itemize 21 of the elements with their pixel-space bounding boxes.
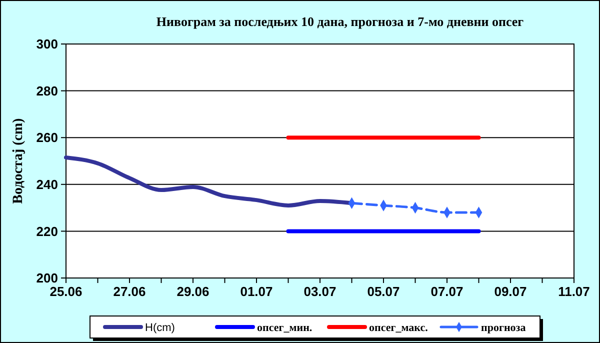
y-tick-label: 240 xyxy=(36,176,58,192)
x-tick-label: 05.07 xyxy=(367,284,400,299)
y-tick-label: 280 xyxy=(36,83,58,98)
x-tick-label: 03.07 xyxy=(304,284,336,299)
x-tick-label: 11.07 xyxy=(558,284,590,299)
x-tick-label: 27.06 xyxy=(113,284,146,299)
legend-label: опсег_мин. xyxy=(257,322,312,334)
y-tick-label: 200 xyxy=(36,270,58,286)
legend-label: опсег_макс. xyxy=(369,322,428,334)
chart-title: Нивограм за последњих 10 дана, прогноза и 7-мо дневни опсег xyxy=(156,14,524,29)
legend-label: H(cm) xyxy=(145,322,175,334)
y-tick-label: 300 xyxy=(36,36,58,52)
y-tick-label: 220 xyxy=(36,224,58,239)
x-tick-label: 29.06 xyxy=(176,284,210,299)
y-axis-title: Водостај (cm) xyxy=(11,118,26,204)
x-tick-label: 09.07 xyxy=(494,284,527,299)
legend-label: прогноза xyxy=(481,322,526,334)
x-tick-label: 01.07 xyxy=(240,284,273,299)
x-tick-label: 25.06 xyxy=(50,284,82,299)
x-tick-label: 07.07 xyxy=(430,284,464,299)
y-tick-label: 260 xyxy=(36,130,58,146)
